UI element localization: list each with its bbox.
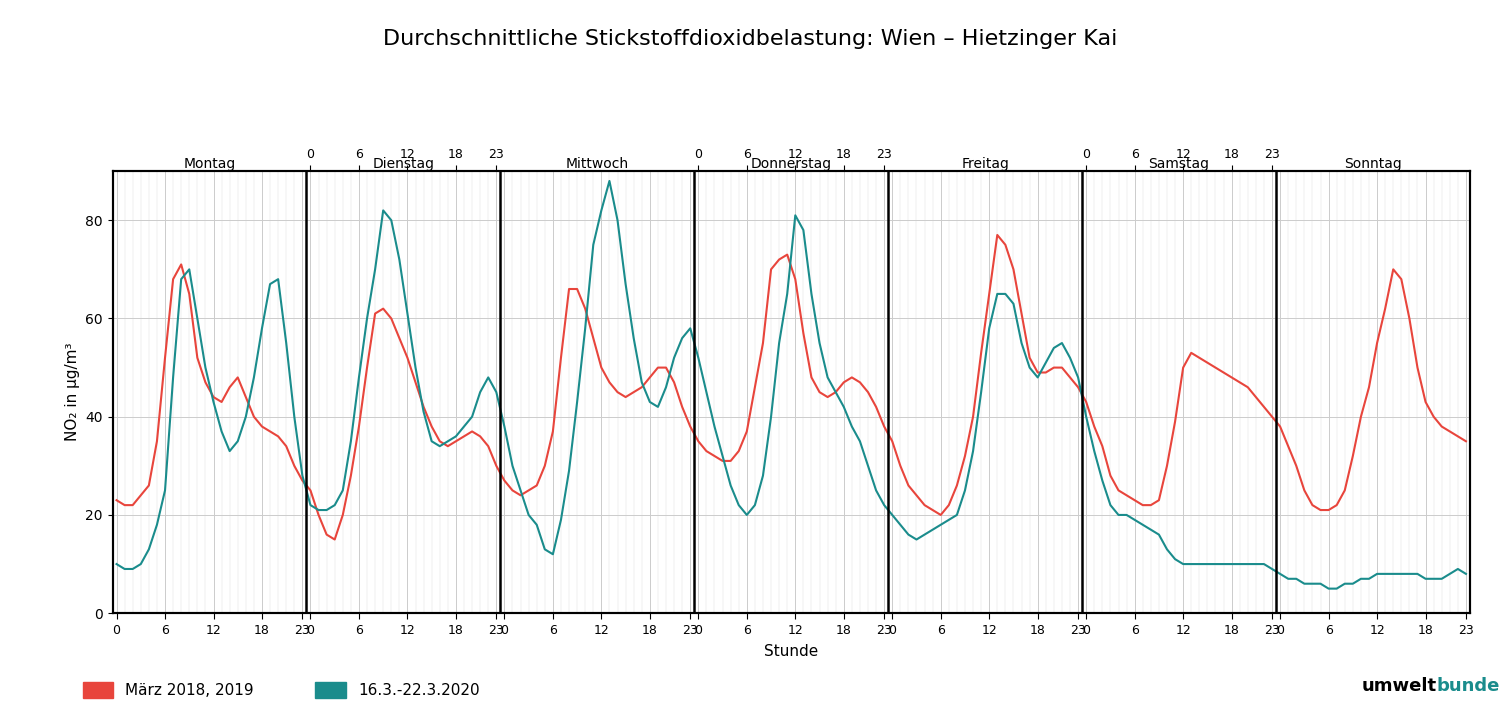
Text: Samstag: Samstag [1149, 157, 1209, 171]
Text: Donnerstag: Donnerstag [750, 157, 833, 171]
Text: Freitag: Freitag [962, 157, 1010, 171]
Legend: März 2018, 2019, 16.3.-22.3.2020: März 2018, 2019, 16.3.-22.3.2020 [82, 682, 480, 698]
Text: Sonntag: Sonntag [1344, 157, 1402, 171]
Text: Dienstag: Dienstag [372, 157, 435, 171]
Text: Montag: Montag [183, 157, 236, 171]
Text: bundesamtᵁ: bundesamtᵁ [1437, 677, 1500, 695]
Text: Mittwoch: Mittwoch [566, 157, 628, 171]
Y-axis label: NO₂ in µg/m³: NO₂ in µg/m³ [64, 343, 80, 441]
Text: umwelt: umwelt [1362, 677, 1437, 695]
Text: Durchschnittliche Stickstoffdioxidbelastung: Wien – Hietzinger Kai: Durchschnittliche Stickstoffdioxidbelast… [382, 29, 1118, 48]
X-axis label: Stunde: Stunde [764, 644, 819, 659]
